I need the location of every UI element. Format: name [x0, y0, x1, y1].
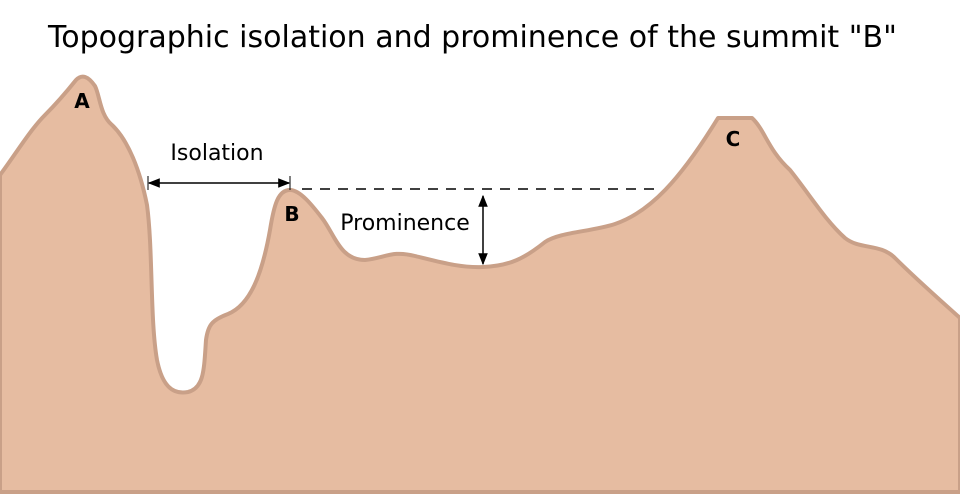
- prominence-label: Prominence: [340, 211, 470, 236]
- peak-label: B: [284, 202, 299, 226]
- isolation-label: Isolation: [170, 141, 263, 166]
- terrain: [0, 74, 960, 494]
- title: Topographic isolation and prominence of …: [47, 20, 897, 55]
- peak-label: A: [74, 89, 90, 113]
- peak-label: C: [726, 127, 741, 151]
